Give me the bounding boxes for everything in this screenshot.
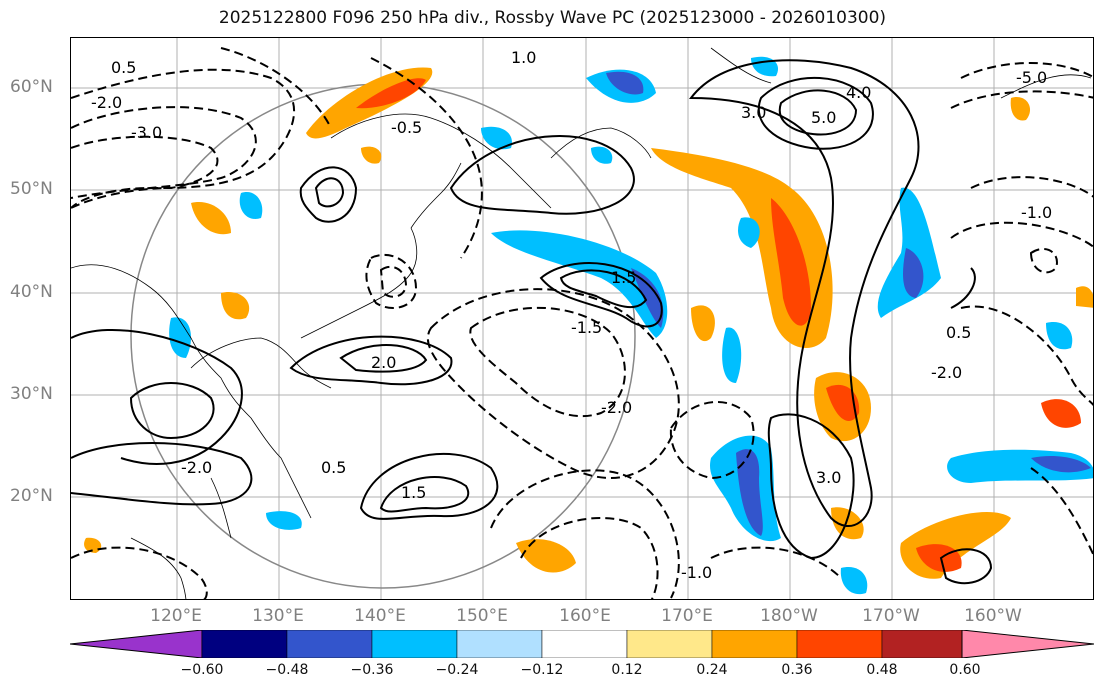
contour-label: -1.5 xyxy=(571,318,602,337)
lon-label-170e: 170°E xyxy=(661,606,713,626)
contour-label: -5.0 xyxy=(1016,68,1047,87)
contour-label: 1.5 xyxy=(401,483,426,502)
contour-labels: 0.5 1.0 3.0 5.0 4.0 1.5 2.0 1.5 0.5 3.0 … xyxy=(91,48,1052,582)
map-panel: 0.5 1.0 3.0 5.0 4.0 1.5 2.0 1.5 0.5 3.0 … xyxy=(70,37,1094,600)
gridlines xyxy=(71,38,1093,599)
colorbar-segment xyxy=(201,630,288,658)
colorbar-tick: 0.60 xyxy=(949,662,981,678)
lat-label-40n: 40°N xyxy=(10,282,53,302)
contour-label: -2.0 xyxy=(931,363,962,382)
contour-label: -1.0 xyxy=(681,563,712,582)
colorbar-tick-labels: −0.60 −0.48 −0.36 −0.24 −0.12 0.12 0.24 … xyxy=(0,662,1105,682)
lon-label-140e: 140°E xyxy=(354,606,406,626)
contour-label: 0.5 xyxy=(946,323,971,342)
lon-label-130e: 130°E xyxy=(252,606,304,626)
colorbar-segment xyxy=(456,630,543,658)
contour-label: 2.0 xyxy=(371,353,396,372)
colorbar-segment xyxy=(961,630,1094,658)
negative-contours xyxy=(71,47,1093,599)
lon-label-180w: 180°W xyxy=(760,606,818,626)
colorbar-tick: −0.24 xyxy=(435,662,479,678)
colorbar-segment xyxy=(711,630,798,658)
negative-divergence-shading xyxy=(169,56,1093,595)
lat-label-60n: 60°N xyxy=(10,77,53,97)
figure-title: 2025122800 F096 250 hPa div., Rossby Wav… xyxy=(218,8,887,28)
colorbar-tick: −0.48 xyxy=(265,662,309,678)
coastlines xyxy=(71,47,1092,599)
colorbar-segment xyxy=(541,630,628,658)
colorbar-segment xyxy=(626,630,713,658)
map-svg: 0.5 1.0 3.0 5.0 4.0 1.5 2.0 1.5 0.5 3.0 … xyxy=(71,38,1093,599)
colorbar xyxy=(70,630,1094,658)
colorbar-tick: −0.36 xyxy=(350,662,394,678)
colorbar-tick: 0.12 xyxy=(611,662,643,678)
positive-contours xyxy=(71,59,993,585)
colorbar-segment xyxy=(70,630,203,658)
lon-label-120e: 120°E xyxy=(150,606,202,626)
colorbar-segment xyxy=(796,630,883,658)
colorbar-segment xyxy=(371,630,458,658)
lon-label-160e: 160°E xyxy=(559,606,611,626)
lon-label-150e: 150°E xyxy=(456,606,508,626)
colorbar-tick: 0.48 xyxy=(866,662,898,678)
contour-label: 5.0 xyxy=(811,108,836,127)
colorbar-segment xyxy=(881,630,963,658)
lat-label-30n: 30°N xyxy=(10,384,53,404)
lat-label-50n: 50°N xyxy=(10,179,53,199)
contour-label: 3.0 xyxy=(741,103,766,122)
colorbar-tick: 0.24 xyxy=(696,662,728,678)
contour-label: 0.5 xyxy=(111,58,136,77)
colorbar-tick: 0.36 xyxy=(781,662,813,678)
contour-label: -2.0 xyxy=(181,458,212,477)
contour-label: -2.0 xyxy=(91,93,122,112)
contour-label: 1.0 xyxy=(511,48,536,67)
contour-label: 3.0 xyxy=(816,468,841,487)
contour-label: 0.5 xyxy=(321,458,346,477)
lon-label-160w: 160°W xyxy=(964,606,1022,626)
contour-label: -2.0 xyxy=(601,398,632,417)
lat-label-20n: 20°N xyxy=(10,486,53,506)
lon-label-170w: 170°W xyxy=(862,606,920,626)
contour-label: -1.0 xyxy=(1021,203,1052,222)
contour-label: -3.0 xyxy=(131,123,162,142)
contour-label: -0.5 xyxy=(391,118,422,137)
contour-label: 1.5 xyxy=(611,268,636,287)
contour-label: 4.0 xyxy=(846,83,871,102)
positive-divergence-shading xyxy=(84,67,1093,579)
colorbar-tick: −0.12 xyxy=(520,662,564,678)
colorbar-segment xyxy=(286,630,373,658)
colorbar-tick: −0.60 xyxy=(180,662,224,678)
